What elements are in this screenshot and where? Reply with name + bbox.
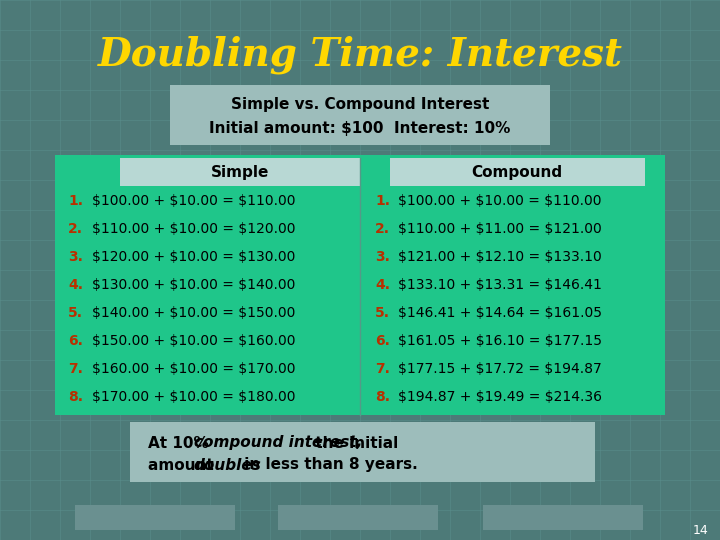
FancyBboxPatch shape (278, 505, 438, 530)
Text: Initial amount: $100  Interest: 10%: Initial amount: $100 Interest: 10% (210, 120, 510, 136)
Text: Simple vs. Compound Interest: Simple vs. Compound Interest (231, 98, 489, 112)
Text: $177.15 + $17.72 = $194.87: $177.15 + $17.72 = $194.87 (398, 362, 602, 376)
Text: $130.00 + $10.00 = $140.00: $130.00 + $10.00 = $140.00 (92, 278, 295, 292)
Text: $110.00 + $10.00 = $120.00: $110.00 + $10.00 = $120.00 (92, 222, 295, 236)
Text: 1.: 1. (375, 194, 390, 208)
Text: 7.: 7. (375, 362, 390, 376)
FancyBboxPatch shape (75, 505, 235, 530)
Text: Compound: Compound (472, 165, 562, 179)
Text: 14: 14 (692, 523, 708, 537)
Text: $133.10 + $13.31 = $146.41: $133.10 + $13.31 = $146.41 (398, 278, 602, 292)
Text: doubles: doubles (194, 457, 261, 472)
Text: $146.41 + $14.64 = $161.05: $146.41 + $14.64 = $161.05 (398, 306, 602, 320)
FancyBboxPatch shape (130, 422, 595, 482)
Text: 5.: 5. (68, 306, 83, 320)
Text: At 10%: At 10% (148, 435, 214, 450)
Text: 6.: 6. (68, 334, 83, 348)
Text: in less than 8 years.: in less than 8 years. (239, 457, 418, 472)
Text: amount: amount (148, 457, 219, 472)
Text: the initial: the initial (310, 435, 399, 450)
FancyBboxPatch shape (55, 155, 665, 415)
Text: $110.00 + $11.00 = $121.00: $110.00 + $11.00 = $121.00 (398, 222, 602, 236)
Text: $150.00 + $10.00 = $160.00: $150.00 + $10.00 = $160.00 (92, 334, 295, 348)
Text: 8.: 8. (375, 390, 390, 404)
Text: $161.05 + $16.10 = $177.15: $161.05 + $16.10 = $177.15 (398, 334, 602, 348)
FancyBboxPatch shape (120, 158, 360, 186)
Text: 2.: 2. (375, 222, 390, 236)
Text: Simple: Simple (211, 165, 269, 179)
Text: $160.00 + $10.00 = $170.00: $160.00 + $10.00 = $170.00 (92, 362, 295, 376)
Text: Doubling Time: Interest: Doubling Time: Interest (97, 36, 623, 74)
Text: $100.00 + $10.00 = $110.00: $100.00 + $10.00 = $110.00 (92, 194, 295, 208)
Text: compound interest,: compound interest, (194, 435, 362, 450)
Text: 3.: 3. (375, 250, 390, 264)
Text: $194.87 + $19.49 = $214.36: $194.87 + $19.49 = $214.36 (398, 390, 602, 404)
FancyBboxPatch shape (390, 158, 645, 186)
Text: 1.: 1. (68, 194, 83, 208)
Text: $120.00 + $10.00 = $130.00: $120.00 + $10.00 = $130.00 (92, 250, 295, 264)
Text: 2.: 2. (68, 222, 83, 236)
Text: 3.: 3. (68, 250, 83, 264)
Text: 6.: 6. (375, 334, 390, 348)
Text: $140.00 + $10.00 = $150.00: $140.00 + $10.00 = $150.00 (92, 306, 295, 320)
Text: 5.: 5. (375, 306, 390, 320)
Text: $100.00 + $10.00 = $110.00: $100.00 + $10.00 = $110.00 (398, 194, 601, 208)
FancyBboxPatch shape (170, 85, 550, 145)
Text: 4.: 4. (68, 278, 83, 292)
Text: 7.: 7. (68, 362, 83, 376)
Text: $170.00 + $10.00 = $180.00: $170.00 + $10.00 = $180.00 (92, 390, 295, 404)
Text: 4.: 4. (375, 278, 390, 292)
Text: $121.00 + $12.10 = $133.10: $121.00 + $12.10 = $133.10 (398, 250, 602, 264)
FancyBboxPatch shape (483, 505, 643, 530)
Text: 8.: 8. (68, 390, 83, 404)
